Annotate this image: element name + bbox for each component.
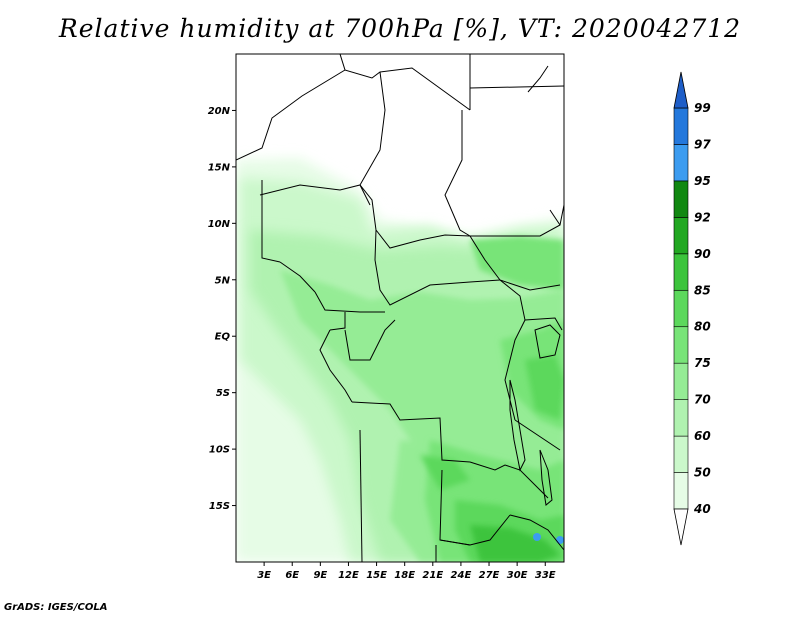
colorbar-top-triangle — [673, 71, 689, 109]
colorbar-label: 92 — [694, 210, 711, 224]
lon-tick-label: 3E — [257, 570, 271, 581]
colorbar-segment — [673, 107, 689, 145]
colorbar-segment — [673, 144, 689, 182]
colorbar-segment — [673, 435, 689, 473]
colorbar-label: 70 — [694, 393, 711, 407]
colorbar-label: 97 — [694, 137, 711, 151]
lon-tick-label: 21E — [422, 570, 443, 581]
colorbar-segment — [673, 217, 689, 255]
colorbar-label: 50 — [694, 466, 711, 480]
colorbar-segment — [673, 289, 689, 328]
lat-tick-label: 20N — [208, 106, 231, 117]
rh-90-region — [470, 525, 560, 562]
lon-tick-label: 30E — [507, 570, 528, 581]
colorbar-label: 75 — [694, 356, 711, 370]
colorbar-label: 40 — [693, 502, 711, 516]
map-title: Relative humidity at 700hPa [%], VT: 202… — [58, 14, 742, 43]
lat-tick-label: 10N — [208, 219, 231, 230]
colorbar-label: 95 — [694, 174, 711, 188]
rh-97-spot — [533, 533, 541, 541]
colorbar-segment — [673, 253, 689, 291]
lon-tick-label: 6E — [285, 570, 299, 581]
colorbar-segment — [673, 180, 689, 218]
colorbar-label: 60 — [694, 429, 711, 443]
lon-tick-label: 18E — [394, 570, 415, 581]
lon-tick-label: 15E — [366, 570, 387, 581]
colorbar-segment — [673, 326, 689, 364]
lat-tick-label: 5S — [216, 388, 230, 399]
map-frame — [235, 53, 565, 563]
colorbar-label: 85 — [694, 283, 711, 297]
lat-tick-label: 5N — [215, 275, 231, 286]
longitude-axis: 3E 6E 9E 12E 15E 18E 21E 24E 27E 30E 33E — [257, 562, 556, 581]
lon-tick-label: 9E — [313, 570, 327, 581]
colorbar-label: 99 — [694, 101, 711, 115]
lat-tick-label: 15S — [209, 501, 230, 512]
colorbar-segment — [673, 362, 689, 400]
colorbar-bottom-triangle — [673, 508, 689, 546]
lat-tick-label: 15N — [208, 162, 231, 173]
colorbar-label: 90 — [694, 247, 711, 261]
lon-tick-label: 33E — [535, 570, 556, 581]
colorbar: 40 50 60 70 75 80 85 90 92 95 97 99 — [673, 71, 711, 546]
country-boundaries — [236, 54, 564, 562]
latitude-axis: 20N 15N 10N 5N EQ 5S 10S 15S — [208, 106, 236, 512]
humidity-field — [236, 54, 564, 562]
colorbar-segment — [673, 472, 689, 510]
colorbar-segment — [673, 399, 689, 437]
rh-97-spot — [556, 536, 564, 544]
lat-tick-label: EQ — [215, 332, 231, 343]
colorbar-label: 80 — [694, 320, 711, 334]
lon-tick-label: 12E — [338, 570, 359, 581]
lon-tick-label: 24E — [451, 570, 472, 581]
lat-tick-label: 10S — [209, 445, 230, 456]
lon-tick-label: 27E — [479, 570, 500, 581]
credit-text: GrADS: IGES/COLA — [4, 602, 108, 613]
